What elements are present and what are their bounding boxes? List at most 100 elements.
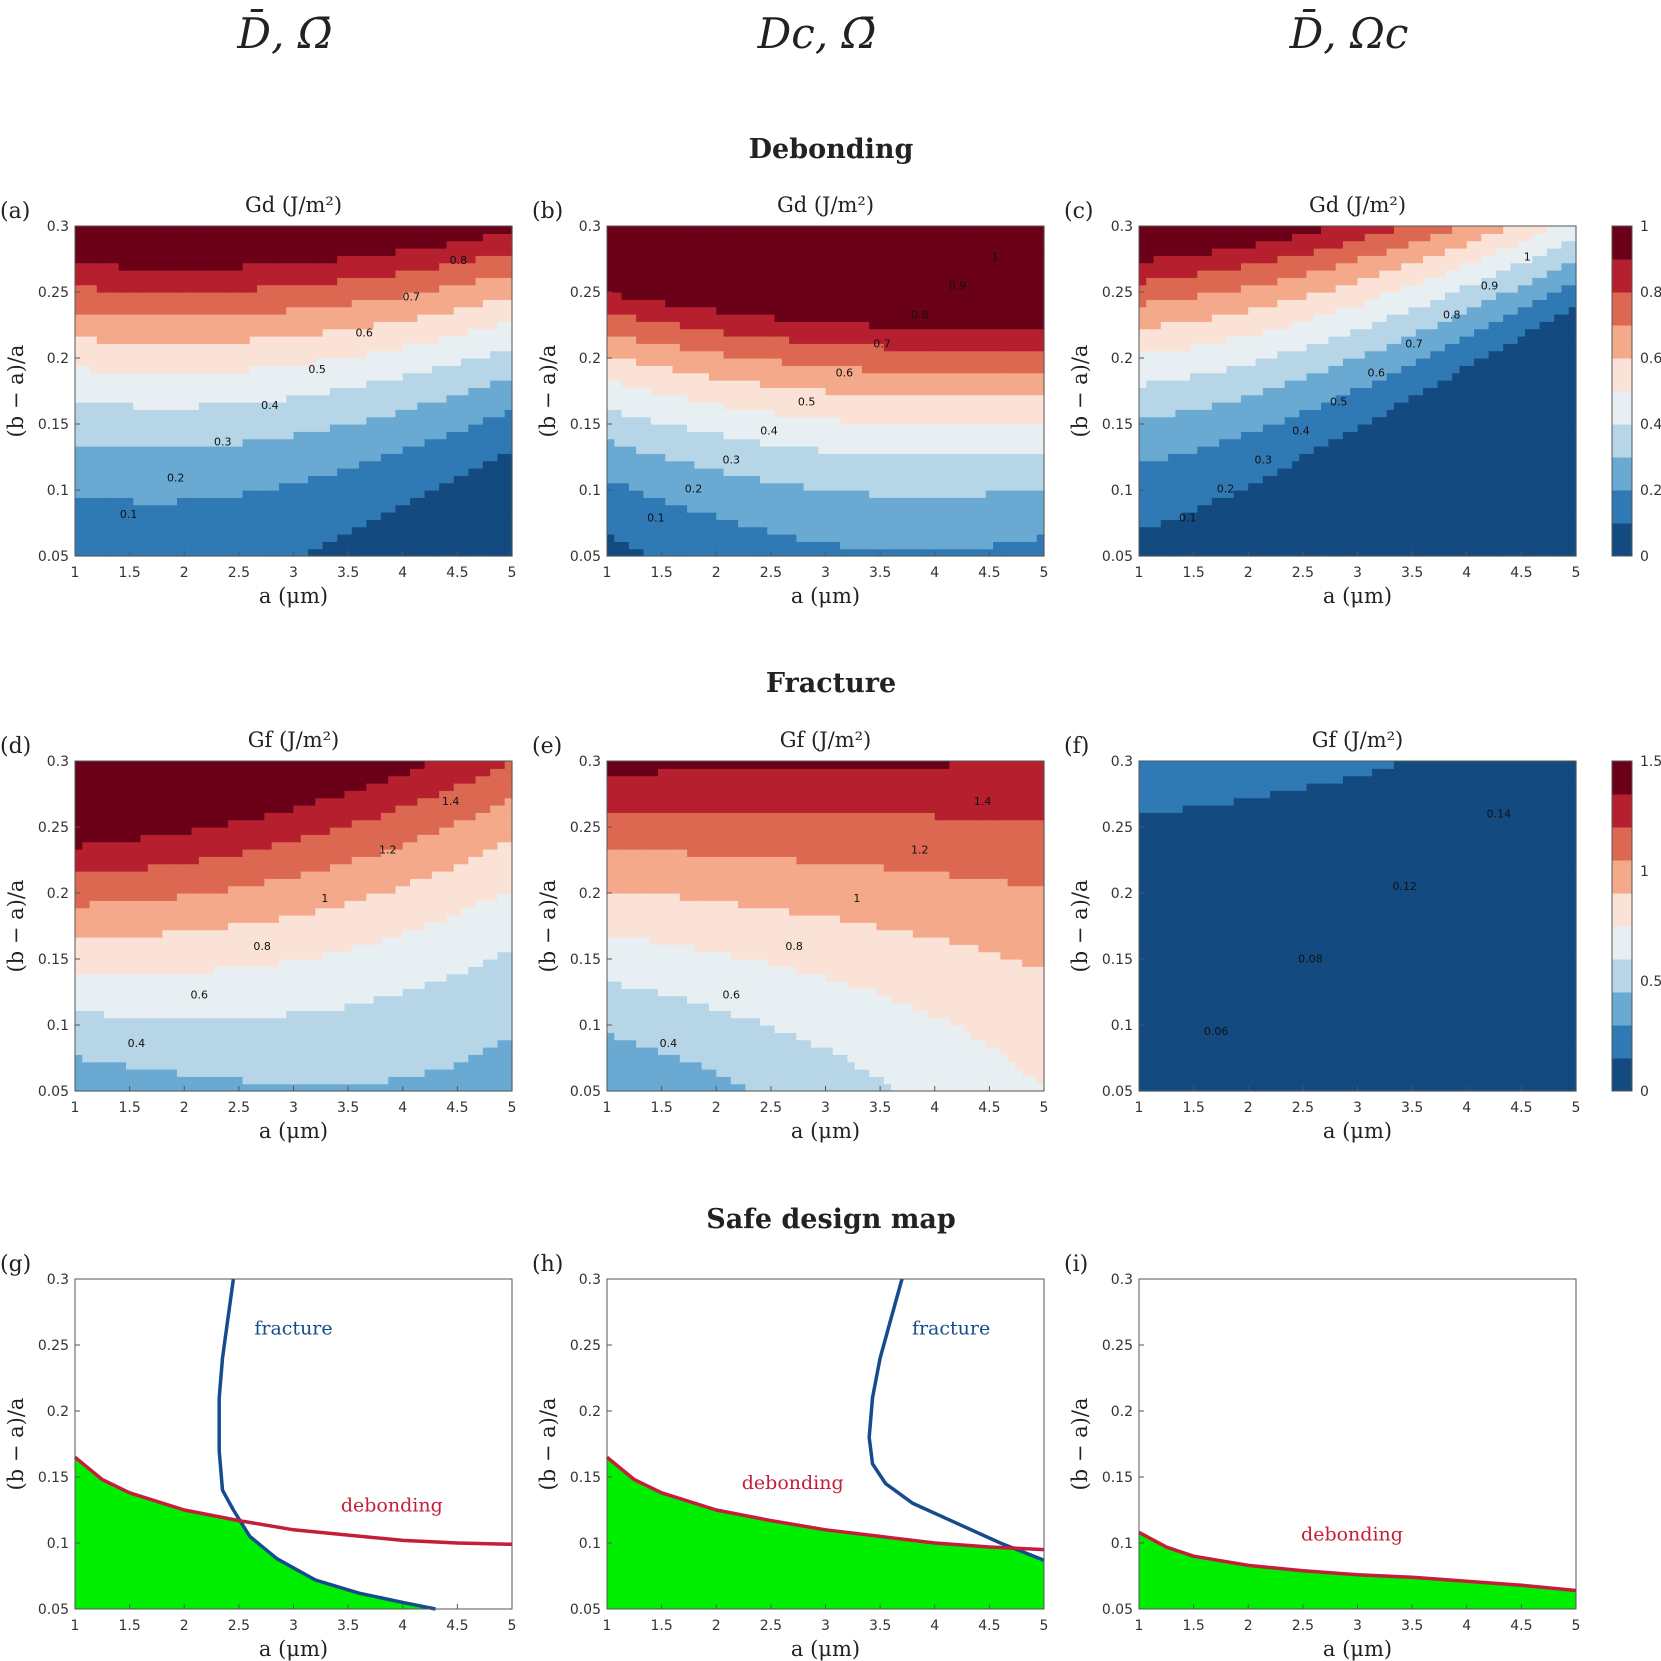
heatmap-cell xyxy=(482,453,491,462)
heatmap-cell xyxy=(417,321,426,330)
heatmap-cell xyxy=(650,512,659,520)
heatmap-cell xyxy=(738,526,746,535)
heatmap-cell xyxy=(191,226,200,234)
heatmap-cell xyxy=(708,284,717,293)
heatmap-cell xyxy=(220,512,229,520)
heatmap-cell xyxy=(242,438,251,447)
heatmap-cell xyxy=(118,277,127,286)
heatmap-cell xyxy=(395,431,404,440)
heatmap-cell xyxy=(738,541,746,550)
heatmap-cell xyxy=(278,277,287,286)
heatmap-cell xyxy=(140,314,149,322)
heatmap-cell xyxy=(82,350,91,359)
heatmap-cell xyxy=(869,460,878,469)
heatmap-cell xyxy=(344,490,353,498)
heatmap-cell xyxy=(767,482,776,491)
heatmap-cell xyxy=(504,424,513,432)
heatmap-cell xyxy=(475,512,484,520)
heatmap-cell xyxy=(461,402,469,410)
heatmap-cell xyxy=(891,321,899,330)
heatmap-cell xyxy=(781,446,790,454)
heatmap-cell xyxy=(417,541,426,550)
heatmap-cell xyxy=(679,255,688,264)
heatmap-cell xyxy=(825,321,834,330)
heatmap-cell xyxy=(227,409,236,418)
heatmap-cell xyxy=(75,512,83,520)
heatmap-cell xyxy=(956,314,965,322)
heatmap-cell xyxy=(439,358,448,366)
heatmap-cell xyxy=(716,255,725,264)
heatmap-cell xyxy=(891,394,899,403)
heatmap-cell xyxy=(191,453,200,462)
heatmap-cell xyxy=(104,453,113,462)
heatmap-cell xyxy=(468,387,477,396)
heatmap-cell xyxy=(963,277,972,286)
heatmap-cell xyxy=(840,292,848,300)
heatmap-cell xyxy=(861,534,870,542)
heatmap-cell xyxy=(716,233,725,242)
heatmap-cell xyxy=(942,248,950,256)
heatmap-cell xyxy=(446,394,455,403)
heatmap-cell xyxy=(803,240,812,249)
heatmap-cell xyxy=(752,365,761,374)
heatmap-cell xyxy=(701,240,710,249)
heatmap-cell xyxy=(876,534,885,542)
heatmap-cell xyxy=(162,306,171,315)
heatmap-cell xyxy=(271,402,280,410)
heatmap-cell xyxy=(424,548,433,557)
heatmap-cell xyxy=(322,387,331,396)
heatmap-cell xyxy=(810,226,819,234)
heatmap-cell xyxy=(402,321,411,330)
heatmap-cell xyxy=(155,468,163,476)
heatmap-cell xyxy=(665,519,674,528)
heatmap-cell xyxy=(388,270,397,278)
heatmap-cell xyxy=(657,372,666,381)
heatmap-cell xyxy=(694,460,703,469)
heatmap-cell xyxy=(264,380,273,388)
heatmap-cell xyxy=(730,358,739,366)
heatmap-cell xyxy=(869,350,878,359)
heatmap-cell xyxy=(242,240,251,249)
heatmap-cell xyxy=(883,255,892,264)
heatmap-cell xyxy=(818,306,827,315)
heatmap-cell xyxy=(628,402,637,410)
heatmap-cell xyxy=(75,299,83,308)
heatmap-cell xyxy=(184,512,193,520)
heatmap-cell xyxy=(344,284,353,293)
heatmap-cell xyxy=(329,350,338,359)
heatmap-cell xyxy=(687,321,695,330)
heatmap-cell xyxy=(388,431,397,440)
heatmap-cell xyxy=(133,343,142,352)
heatmap-cell xyxy=(490,394,499,403)
heatmap-cell xyxy=(745,387,754,396)
heatmap-cell xyxy=(351,226,360,234)
heatmap-cell xyxy=(643,446,652,454)
heatmap-cell xyxy=(869,394,878,403)
heatmap-cell xyxy=(249,284,258,293)
heatmap-cell xyxy=(942,314,950,322)
heatmap-cell xyxy=(672,306,681,315)
heatmap-cell xyxy=(636,387,645,396)
heatmap-cell xyxy=(388,409,397,418)
heatmap-cell xyxy=(468,446,477,454)
heatmap-cell xyxy=(730,526,739,535)
heatmap-cell xyxy=(308,284,316,293)
heatmap-cell xyxy=(315,482,324,491)
heatmap-cell xyxy=(810,306,819,315)
heatmap-cell xyxy=(82,526,91,535)
heatmap-cell xyxy=(636,270,645,278)
heatmap-cell xyxy=(293,416,302,425)
heatmap-cell xyxy=(738,248,746,256)
heatmap-cell xyxy=(82,306,91,315)
heatmap-cell xyxy=(854,548,863,557)
heatmap-cell xyxy=(679,424,688,432)
heatmap-cell xyxy=(410,299,418,308)
heatmap-cell xyxy=(927,482,936,491)
heatmap-cell xyxy=(82,255,91,264)
heatmap-cell xyxy=(490,497,499,506)
heatmap-cell xyxy=(643,233,652,242)
heatmap-cell xyxy=(82,277,91,286)
heatmap-cell xyxy=(621,372,630,381)
heatmap-cell xyxy=(891,409,899,418)
heatmap-cell xyxy=(329,541,338,550)
